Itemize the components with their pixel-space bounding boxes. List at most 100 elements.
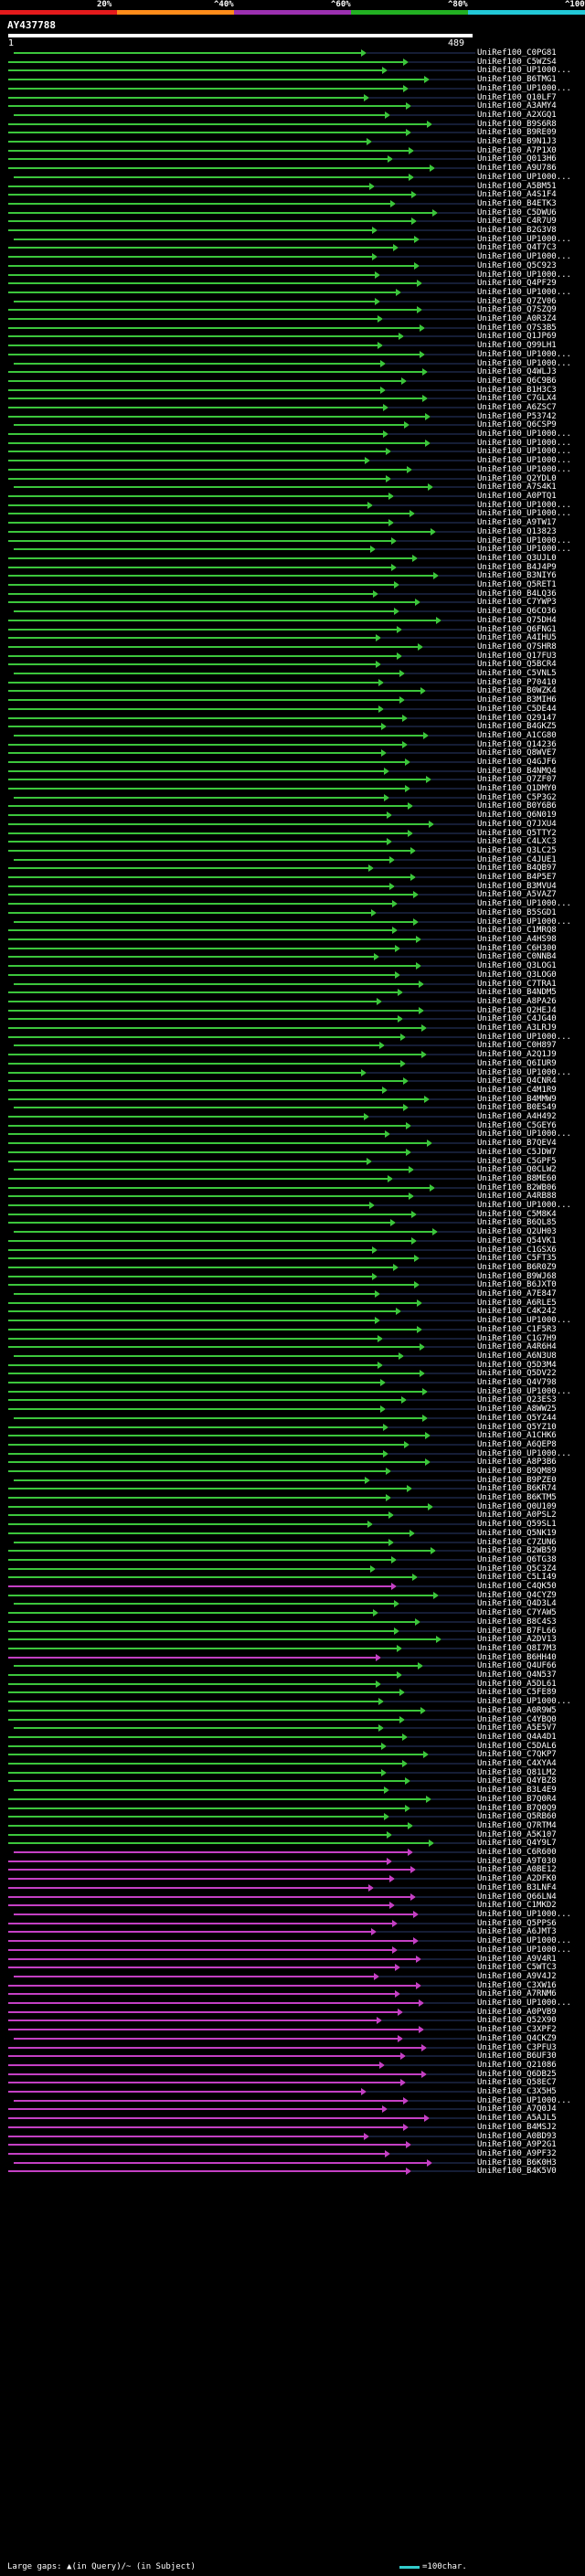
hit-label[interactable]: UniRef100_UP1000...: [477, 1945, 571, 1955]
hit-label[interactable]: UniRef100_Q14236: [477, 740, 557, 749]
hit-label[interactable]: UniRef100_UP1000...: [477, 1129, 571, 1139]
hit-label[interactable]: UniRef100_B4K5V0: [477, 2167, 557, 2176]
hit-label[interactable]: UniRef100_C3PFU3: [477, 2043, 557, 2052]
hit-label[interactable]: UniRef100_A4IHU5: [477, 633, 557, 642]
hit-label[interactable]: UniRef100_Q8I7M3: [477, 1644, 557, 1653]
hit-label[interactable]: UniRef100_A7RNM6: [477, 1989, 557, 1998]
hit-label[interactable]: UniRef100_UP1000...: [477, 1316, 571, 1325]
hit-label[interactable]: UniRef100_Q5BCR4: [477, 660, 557, 669]
hit-label[interactable]: UniRef100_A5K107: [477, 1830, 557, 1839]
hit-label[interactable]: UniRef100_UP1000...: [477, 447, 571, 456]
hit-label[interactable]: UniRef100_B4GKZ5: [477, 722, 557, 731]
hit-label[interactable]: UniRef100_Q7JXU4: [477, 820, 557, 829]
hit-label[interactable]: UniRef100_C1GSX6: [477, 1246, 557, 1255]
hit-label[interactable]: UniRef100_Q1JP69: [477, 332, 557, 341]
hit-label[interactable]: UniRef100_B4MMW9: [477, 1095, 557, 1104]
hit-label[interactable]: UniRef100_A7P1X0: [477, 146, 557, 155]
hit-label[interactable]: UniRef100_Q4CKZ9: [477, 2034, 557, 2043]
hit-label[interactable]: UniRef100_UP1000...: [477, 899, 571, 908]
hit-label[interactable]: UniRef100_B6QL85: [477, 1218, 557, 1227]
hit-label[interactable]: UniRef100_A5AJL5: [477, 2114, 557, 2123]
hit-label[interactable]: UniRef100_B6K0H3: [477, 2158, 557, 2168]
hit-label[interactable]: UniRef100_A9U786: [477, 164, 557, 173]
hit-label[interactable]: UniRef100_A5BM51: [477, 182, 557, 191]
hit-label[interactable]: UniRef100_Q7SHR8: [477, 642, 557, 652]
hit-label[interactable]: UniRef100_Q99LH1: [477, 341, 557, 350]
hit-label[interactable]: UniRef100_Q4UF66: [477, 1661, 557, 1670]
hit-label[interactable]: UniRef100_C5DAL6: [477, 1742, 557, 1751]
hit-label[interactable]: UniRef100_A8WW25: [477, 1405, 557, 1414]
hit-label[interactable]: UniRef100_Q5C923: [477, 261, 557, 270]
hit-label[interactable]: UniRef100_Q7RTM4: [477, 1821, 557, 1830]
hit-label[interactable]: UniRef100_C3X5H5: [477, 2087, 557, 2096]
hit-label[interactable]: UniRef100_Q4D3L4: [477, 1599, 557, 1608]
hit-label[interactable]: UniRef100_Q7SZQ9: [477, 305, 557, 314]
hit-label[interactable]: UniRef100_A4R6H4: [477, 1342, 557, 1352]
hit-label[interactable]: UniRef100_C5GPF5: [477, 1157, 557, 1166]
hit-label[interactable]: UniRef100_A0PTQ1: [477, 492, 557, 501]
hit-label[interactable]: UniRef100_B3MVU4: [477, 882, 557, 891]
hit-label[interactable]: UniRef100_B0WZK4: [477, 686, 557, 695]
hit-label[interactable]: UniRef100_C5FE89: [477, 1688, 557, 1697]
hit-label[interactable]: UniRef100_A5VAZ7: [477, 890, 557, 899]
hit-label[interactable]: UniRef100_UP1000...: [477, 1936, 571, 1945]
hit-label[interactable]: UniRef100_C5GEY6: [477, 1121, 557, 1130]
hit-label[interactable]: UniRef100_Q17FU3: [477, 652, 557, 661]
hit-label[interactable]: UniRef100_B6JXT0: [477, 1280, 557, 1289]
hit-label[interactable]: UniRef100_Q7ZV06: [477, 297, 557, 306]
hit-label[interactable]: UniRef100_A2DV13: [477, 1635, 557, 1644]
hit-label[interactable]: UniRef100_UP1000...: [477, 84, 571, 93]
hit-label[interactable]: UniRef100_UP1000...: [477, 1998, 571, 2008]
hit-label[interactable]: UniRef100_C4JG40: [477, 1014, 557, 1023]
hit-label[interactable]: UniRef100_Q5PPS6: [477, 1919, 557, 1928]
hit-label[interactable]: UniRef100_Q5C3Z4: [477, 1564, 557, 1574]
hit-label[interactable]: UniRef100_A1CG80: [477, 731, 557, 740]
hit-label[interactable]: UniRef100_UP1000...: [477, 1697, 571, 1706]
hit-label[interactable]: UniRef100_Q1DMY0: [477, 784, 557, 793]
hit-label[interactable]: UniRef100_A0R3Z4: [477, 314, 557, 323]
hit-label[interactable]: UniRef100_C4R7U9: [477, 217, 557, 226]
hit-label[interactable]: UniRef100_Q6N019: [477, 811, 557, 820]
hit-label[interactable]: UniRef100_C3XPF2: [477, 2025, 557, 2034]
hit-label[interactable]: UniRef100_Q75DH4: [477, 616, 557, 625]
hit-label[interactable]: UniRef100_Q6DB25: [477, 2070, 557, 2079]
hit-label[interactable]: UniRef100_Q23ES3: [477, 1395, 557, 1405]
hit-label[interactable]: UniRef100_UP1000...: [477, 173, 571, 182]
hit-label[interactable]: UniRef100_C5JDW7: [477, 1148, 557, 1157]
hit-label[interactable]: UniRef100_C7YWP3: [477, 598, 557, 607]
hit-label[interactable]: UniRef100_A0BD93: [477, 2132, 557, 2141]
hit-label[interactable]: UniRef100_A0BE12: [477, 1865, 557, 1874]
hit-label[interactable]: UniRef100_Q4WLJ3: [477, 367, 557, 376]
hit-label[interactable]: UniRef100_UP1000...: [477, 359, 571, 368]
hit-label[interactable]: UniRef100_B7Q0Q9: [477, 1804, 557, 1813]
hit-label[interactable]: UniRef100_C5DE44: [477, 705, 557, 714]
hit-label[interactable]: UniRef100_B5SGD1: [477, 908, 557, 917]
hit-label[interactable]: UniRef100_Q3UJL0: [477, 554, 557, 563]
hit-label[interactable]: UniRef100_Q4V798: [477, 1378, 557, 1387]
hit-label[interactable]: UniRef100_B4NMQ4: [477, 767, 557, 776]
hit-label[interactable]: UniRef100_Q59SL1: [477, 1520, 557, 1529]
hit-label[interactable]: UniRef100_UP1000...: [477, 545, 571, 554]
hit-label[interactable]: UniRef100_B9QM89: [477, 1467, 557, 1476]
hit-label[interactable]: UniRef100_Q3LOG0: [477, 970, 557, 980]
hit-label[interactable]: UniRef100_A0PSL2: [477, 1511, 557, 1520]
hit-label[interactable]: UniRef100_Q8WVE7: [477, 748, 557, 758]
hit-label[interactable]: UniRef100_UP1000...: [477, 917, 571, 927]
hit-label[interactable]: UniRef100_Q4Y9L7: [477, 1839, 557, 1848]
hit-label[interactable]: UniRef100_A3LRJ9: [477, 1023, 557, 1033]
hit-label[interactable]: UniRef100_B0Y6B6: [477, 801, 557, 811]
hit-label[interactable]: UniRef100_A0R9W5: [477, 1706, 557, 1715]
hit-label[interactable]: UniRef100_B6UF30: [477, 2051, 557, 2061]
hit-label[interactable]: UniRef100_A9T030: [477, 1857, 557, 1866]
hit-label[interactable]: UniRef100_Q6CSP9: [477, 420, 557, 429]
hit-label[interactable]: UniRef100_P53742: [477, 412, 557, 421]
hit-label[interactable]: UniRef100_C4K242: [477, 1307, 557, 1316]
hit-label[interactable]: UniRef100_Q2YDL0: [477, 474, 557, 483]
hit-label[interactable]: UniRef100_A6ZSC7: [477, 403, 557, 412]
hit-label[interactable]: UniRef100_Q5D3M4: [477, 1361, 557, 1370]
hit-label[interactable]: UniRef100_Q5RB60: [477, 1812, 557, 1821]
hit-label[interactable]: UniRef100_C0NNB4: [477, 952, 557, 961]
hit-label[interactable]: UniRef100_Q29147: [477, 714, 557, 723]
hit-label[interactable]: UniRef100_UP1000...: [477, 252, 571, 261]
hit-label[interactable]: UniRef100_C7YAW5: [477, 1608, 557, 1617]
